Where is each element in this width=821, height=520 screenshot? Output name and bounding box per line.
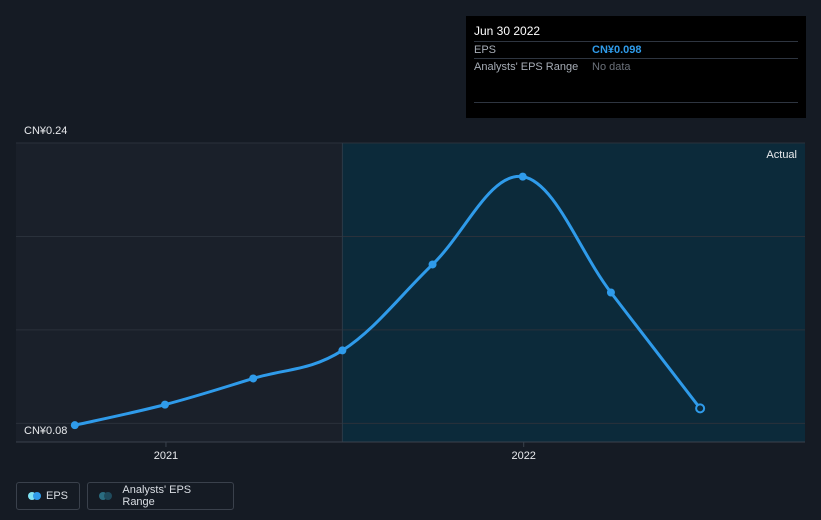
tooltip-range-label: Analysts' EPS Range — [474, 61, 579, 73]
data-tooltip: Jun 30 2022 EPS CN¥0.098 Analysts' EPS R… — [466, 16, 806, 118]
tooltip-eps-label: EPS — [474, 44, 497, 56]
eps-legend-icon — [28, 492, 41, 500]
x-axis-ticks: 2021 2022 — [154, 442, 536, 462]
legend-eps-label: EPS — [45, 490, 68, 502]
past-region — [16, 143, 343, 442]
legend-range-label: Analysts' EPS Range — [122, 484, 192, 508]
y-axis-max-label: CN¥0.24 — [24, 125, 67, 137]
y-axis-min-label: CN¥0.08 — [24, 425, 67, 437]
x-tick-label-2021: 2021 — [154, 450, 178, 462]
range-legend-icon — [99, 492, 112, 500]
eps-point-2021-12-31[interactable] — [518, 172, 527, 181]
tooltip-eps-row: EPS CN¥0.098 — [474, 41, 798, 58]
tooltip-range-row: Analysts' EPS Range No data — [474, 58, 798, 103]
tooltip-eps-value: CN¥0.098 — [592, 44, 642, 56]
grid-lines — [16, 142, 805, 424]
eps-point-2022-06-30[interactable] — [695, 403, 706, 414]
legend-item-eps[interactable]: EPS — [16, 482, 80, 510]
eps-point-2020-09-30[interactable] — [70, 421, 79, 430]
eps-point-2021-09-30[interactable] — [428, 260, 437, 269]
eps-point-2020-12-31[interactable] — [160, 400, 169, 409]
tooltip-range-value: No data — [592, 61, 631, 73]
actual-region — [342, 143, 805, 442]
tooltip-date: Jun 30 2022 — [474, 24, 541, 38]
eps-point-2022-03-31[interactable] — [606, 288, 615, 297]
eps-point-2021-06-30[interactable] — [338, 346, 347, 355]
x-tick-label-2022: 2022 — [511, 450, 535, 462]
actual-region-label: Actual — [766, 149, 797, 161]
eps-series-points — [70, 172, 706, 430]
eps-point-2021-03-31[interactable] — [249, 374, 258, 383]
legend-item-analysts-range[interactable]: Analysts' EPS Range — [87, 482, 234, 510]
